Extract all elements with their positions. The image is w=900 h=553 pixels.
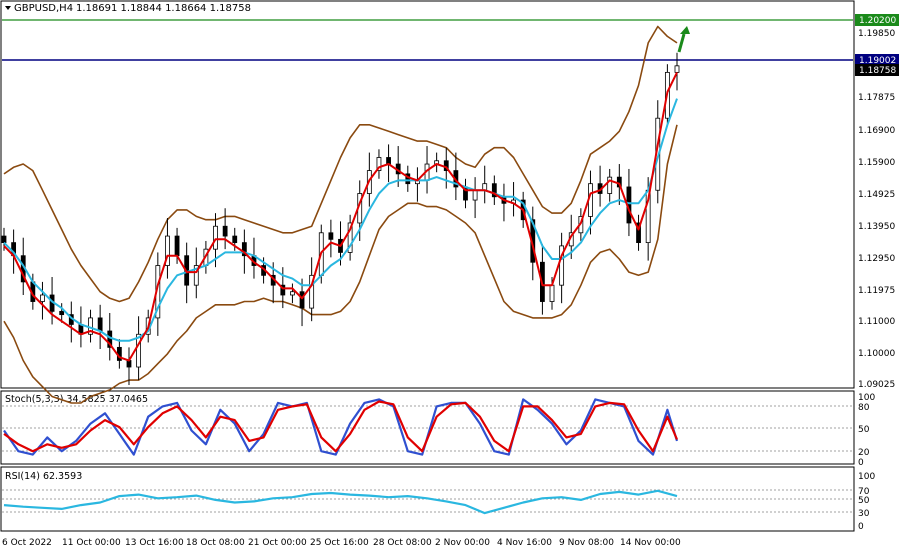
- resistance-price-label: 1.20200: [859, 16, 896, 26]
- candle-body: [328, 232, 334, 240]
- time-tick: 9 Nov 08:00: [559, 538, 614, 548]
- candle-body: [1, 235, 7, 244]
- candle-body: [559, 245, 565, 286]
- price-tick: 1.10000: [858, 349, 895, 359]
- candle-body: [636, 222, 641, 244]
- current-price-badge: [855, 64, 899, 76]
- candle-body: [472, 189, 478, 201]
- bollinger-upper-line: [3, 25, 678, 303]
- current-price-label: 1.18758: [859, 66, 896, 76]
- candle-body: [193, 265, 199, 286]
- rsi-label: RSI(14) 62.3593: [5, 471, 82, 482]
- candle-body: [290, 291, 295, 296]
- price-tick: 1.14925: [858, 190, 895, 200]
- price-axis: 1.19850 1.17875 1.16900 1.15900 1.14925 …: [858, 29, 895, 390]
- stoch-tick: 50: [858, 425, 870, 435]
- candle-body: [40, 294, 45, 302]
- candle-body: [674, 65, 680, 73]
- candle-body: [59, 310, 65, 316]
- price-tick: 1.11000: [858, 317, 895, 327]
- time-axis: 6 Oct 2022 11 Oct 00:00 13 Oct 16:00 18 …: [2, 538, 681, 548]
- ohlc-readout: 1.18691 1.18844 1.18664 1.18758: [76, 3, 251, 14]
- candle-body: [280, 284, 286, 296]
- candle-body: [213, 225, 218, 250]
- stoch-signal-line: [3, 400, 679, 453]
- up-arrow-icon: [677, 26, 690, 53]
- price-tick: 1.13950: [858, 222, 895, 232]
- price-tick: 1.19850: [858, 29, 895, 39]
- price-tick: 1.11975: [858, 286, 895, 296]
- rsi-tick: 30: [858, 509, 870, 519]
- stoch-tick: 100: [858, 393, 875, 403]
- stochastic-lines: [3, 398, 679, 456]
- price-tick: 1.16900: [858, 126, 895, 136]
- candle-body: [607, 176, 613, 194]
- candle-body: [299, 291, 305, 309]
- candle-body: [136, 333, 142, 368]
- candle-body: [376, 157, 382, 171]
- candle-body: [97, 317, 103, 332]
- candle-body: [165, 235, 170, 266]
- time-tick: 2 Nov 00:00: [435, 538, 490, 548]
- time-tick: 4 Nov 16:00: [497, 538, 552, 548]
- candle-body: [549, 284, 555, 302]
- rsi-line: [3, 489, 678, 515]
- time-tick: 28 Oct 08:00: [373, 538, 432, 548]
- rsi-tick: 70: [858, 487, 870, 497]
- candle-body: [174, 235, 180, 257]
- stoch-tick: 80: [858, 403, 870, 413]
- candle-body: [232, 235, 238, 244]
- rsi-tick: 50: [858, 496, 870, 506]
- rsi-value-line: [3, 489, 678, 515]
- stoch-tick: 0: [858, 458, 864, 468]
- time-tick: 11 Oct 00:00: [62, 538, 121, 548]
- rsi-tick: 100: [858, 472, 875, 482]
- stoch-main-line: [3, 398, 679, 456]
- candle-body: [222, 225, 228, 237]
- rsi-tick: 0: [858, 522, 864, 532]
- candle-body: [491, 183, 497, 198]
- level-price-badge: [855, 54, 899, 66]
- bollinger-bands: [3, 25, 678, 404]
- main-pane-frame: [0, 0, 855, 389]
- time-tick: 18 Oct 08:00: [186, 538, 245, 548]
- time-tick: 21 Oct 00:00: [248, 538, 307, 548]
- time-tick: 13 Oct 16:00: [125, 538, 184, 548]
- time-tick: 6 Oct 2022: [2, 538, 52, 548]
- slow-moving-average-line: [3, 98, 678, 342]
- stoch-label: Stoch(5,3,3) 34.5825 37.0465: [5, 394, 148, 405]
- symbol-label: GBPUSD,H4: [14, 3, 73, 14]
- price-tick: 1.17875: [858, 93, 895, 103]
- stoch-tick: 20: [858, 448, 870, 458]
- fast-moving-average-line: [3, 71, 678, 362]
- price-tick: 1.15900: [858, 158, 895, 168]
- time-tick: 14 Nov 00:00: [620, 538, 681, 548]
- symbol-dropdown-icon[interactable]: [5, 6, 11, 10]
- price-tick: 1.09025: [858, 380, 895, 390]
- moving-averages: [3, 71, 678, 362]
- level-price-label: 1.19002: [859, 56, 896, 66]
- candle-body: [347, 222, 353, 253]
- candle-body: [241, 242, 247, 257]
- time-tick: 25 Oct 16:00: [310, 538, 369, 548]
- bollinger-lower-line: [3, 124, 678, 404]
- resistance-price-badge: [855, 14, 899, 26]
- price-tick: 1.12950: [858, 254, 895, 264]
- candle-body: [309, 274, 315, 309]
